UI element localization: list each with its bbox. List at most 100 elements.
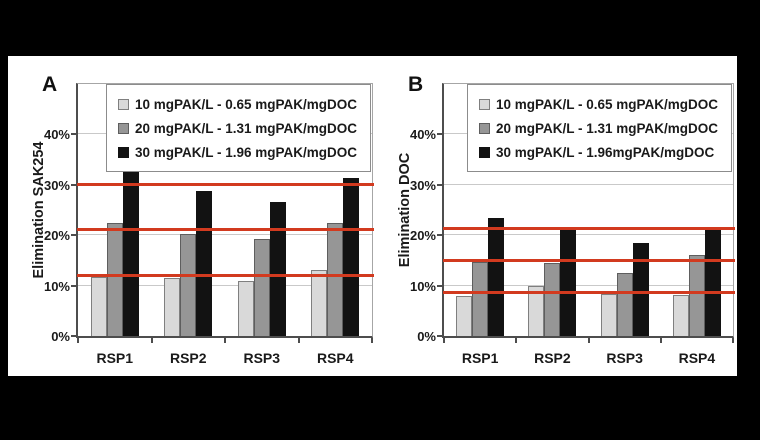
y-tick-label: 0%: [417, 329, 436, 344]
x-category-label: RSP3: [606, 350, 643, 366]
reference-line: [77, 227, 374, 231]
y-axis-title: Elimination SAK254: [31, 141, 47, 279]
y-tick-label: 20%: [43, 228, 70, 244]
legend-swatch: [479, 98, 490, 110]
plot-area-b: 0% 10% 20% 30% 40% RSP1 RSP2 RSP3 RSP4 Eliminatio…: [397, 73, 735, 366]
legend-label: 10 mgPAK/L - 0.65 mgPAK/mgDOC: [496, 96, 719, 112]
y-tick-label: 30%: [43, 177, 70, 193]
panel-label: A: [42, 73, 58, 96]
bar-rsp3-series3: [269, 202, 286, 336]
y-tick-mark: [437, 183, 442, 186]
bar-rsp2-series1: [164, 277, 181, 336]
legend-swatch: [479, 146, 490, 158]
bar-rsp1-series3: [488, 217, 505, 336]
legend-label: 10 mgPAK/L - 0.65 mgPAK/mgDOC: [135, 96, 358, 112]
bar-rsp1-series1: [90, 277, 107, 336]
y-tick-mark: [437, 335, 442, 337]
bar-rsp4-series3: [343, 178, 360, 336]
y-tick-label: 10%: [409, 278, 436, 294]
legend-item: 30 mgPAK/L - 1.96mgPAK/mgDOC: [479, 140, 727, 164]
x-category-label: RSP1: [461, 350, 499, 366]
gridline: [444, 234, 733, 236]
x-category-label: RSP1: [96, 350, 134, 366]
bar-rsp4-series2: [688, 255, 705, 336]
legend-swatch: [118, 146, 129, 158]
x-category-label: RSP2: [534, 350, 571, 366]
x-category-label: RSP3: [243, 350, 281, 366]
plot-area-a: 0% 10% 20% 30% 40% RSP1 RSP2 RSP3 RSP4 Eliminatio…: [31, 73, 374, 366]
bar-rsp4-series1: [672, 294, 689, 336]
legend-item: 10 mgPAK/L - 0.65 mgPAK/mgDOC: [118, 92, 366, 116]
bar-rsp3-series2: [253, 239, 270, 336]
reference-line: [443, 258, 735, 262]
bar-rsp2-series2: [180, 234, 197, 336]
x-tick-mark: [587, 338, 590, 343]
legend-swatch: [118, 122, 129, 134]
legend-swatch: [479, 122, 490, 134]
y-tick-mark: [437, 234, 442, 237]
legend: 10 mgPAK/L - 0.65 mgPAK/mgDOC 20 mgPAK/L …: [467, 84, 732, 172]
legend-item: 10 mgPAK/L - 0.65 mgPAK/mgDOC: [479, 92, 727, 116]
y-tick-label: 10%: [43, 278, 70, 294]
x-tick-mark: [732, 338, 734, 343]
x-tick-mark: [371, 338, 373, 343]
legend-item: 20 mgPAK/L - 1.31 mgPAK/mgDOC: [479, 116, 727, 140]
y-tick-label: 40%: [43, 127, 70, 143]
y-tick-label: 40%: [409, 127, 436, 143]
bar-rsp3-series1: [600, 294, 617, 336]
bar-rsp2-series3: [196, 191, 213, 336]
x-category-label: RSP4: [678, 350, 716, 366]
panel-label: B: [408, 73, 424, 96]
gridline: [78, 234, 372, 236]
y-tick-label: 20%: [409, 228, 436, 244]
legend-item: 30 mgPAK/L - 1.96 mgPAK/mgDOC: [118, 140, 366, 164]
bar-rsp3-series1: [237, 280, 254, 336]
x-tick-mark: [297, 338, 300, 343]
bar-rsp4-series3: [704, 227, 721, 336]
bar-rsp4-series1: [311, 270, 328, 336]
legend-label: 20 mgPAK/L - 1.31 mgPAK/mgDOC: [135, 120, 358, 136]
bar-rsp3-series3: [632, 243, 649, 336]
legend-swatch: [118, 98, 129, 110]
legend-label: 30 mgPAK/L - 1.96mgPAK/mgDOC: [496, 144, 715, 160]
x-tick-mark: [515, 338, 518, 343]
x-tick-mark: [224, 338, 226, 343]
bar-rsp4-series2: [327, 223, 344, 336]
y-tick-mark: [71, 284, 76, 287]
legend-item: 20 mgPAK/L - 1.31 mgPAK/mgDOC: [118, 116, 366, 140]
y-tick-mark: [71, 183, 76, 186]
reference-line: [77, 274, 374, 278]
y-tick-label: 0%: [51, 329, 70, 344]
bar-rsp2-series2: [544, 262, 561, 336]
x-category-label: RSP2: [169, 350, 207, 366]
x-tick-mark: [443, 338, 445, 343]
gridline: [444, 183, 733, 185]
bar-rsp1-series1: [456, 295, 473, 336]
bar-rsp1-series2: [106, 223, 123, 336]
bar-rsp1-series2: [472, 262, 489, 336]
legend-label: 30 mgPAK/L - 1.96 mgPAK/mgDOC: [135, 144, 358, 160]
y-tick-mark: [437, 284, 442, 287]
reference-line: [443, 227, 735, 231]
x-tick-mark: [150, 338, 153, 343]
x-category-label: RSP4: [316, 350, 354, 366]
bar-rsp2-series3: [560, 230, 577, 336]
y-tick-mark: [71, 234, 76, 237]
bar-rsp2-series1: [528, 286, 545, 336]
x-tick-mark: [77, 338, 79, 343]
y-tick-mark: [437, 133, 442, 136]
y-axis-title: Elimination DOC: [397, 152, 413, 268]
legend-label: 20 mgPAK/L - 1.31 mgPAK/mgDOC: [496, 120, 719, 136]
bar-rsp3-series2: [616, 272, 633, 336]
x-tick-mark: [659, 338, 662, 343]
legend: 10 mgPAK/L - 0.65 mgPAK/mgDOC 20 mgPAK/L …: [106, 84, 371, 172]
y-tick-mark: [71, 133, 76, 136]
y-tick-mark: [71, 335, 76, 337]
reference-line: [77, 182, 374, 186]
reference-line: [443, 290, 735, 294]
gridline: [78, 284, 372, 286]
y-tick-label: 30%: [409, 177, 436, 193]
gridline: [444, 284, 733, 286]
bar-rsp1-series3: [122, 167, 139, 336]
